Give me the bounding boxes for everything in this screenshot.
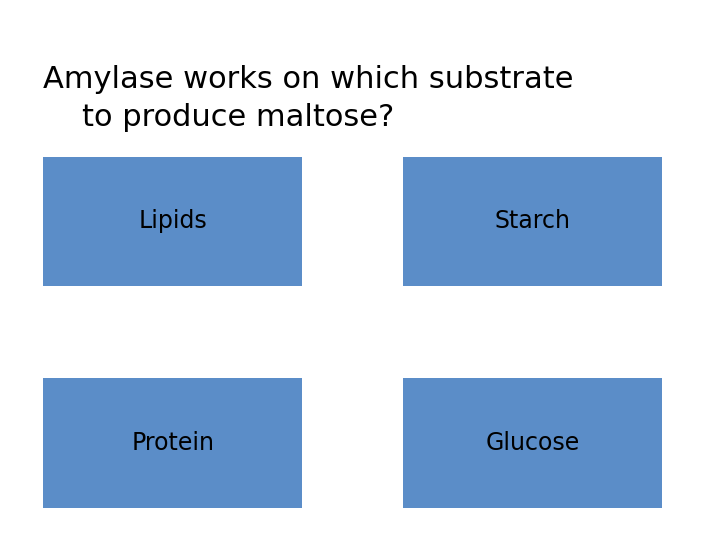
Text: Lipids: Lipids <box>138 210 207 233</box>
Bar <box>403 378 662 508</box>
Bar <box>43 378 302 508</box>
Text: Starch: Starch <box>495 210 571 233</box>
Bar <box>403 157 662 286</box>
Text: Amylase works on which substrate
    to produce maltose?: Amylase works on which substrate to prod… <box>43 65 574 132</box>
Text: Glucose: Glucose <box>486 431 580 455</box>
Text: Protein: Protein <box>131 431 215 455</box>
Bar <box>43 157 302 286</box>
